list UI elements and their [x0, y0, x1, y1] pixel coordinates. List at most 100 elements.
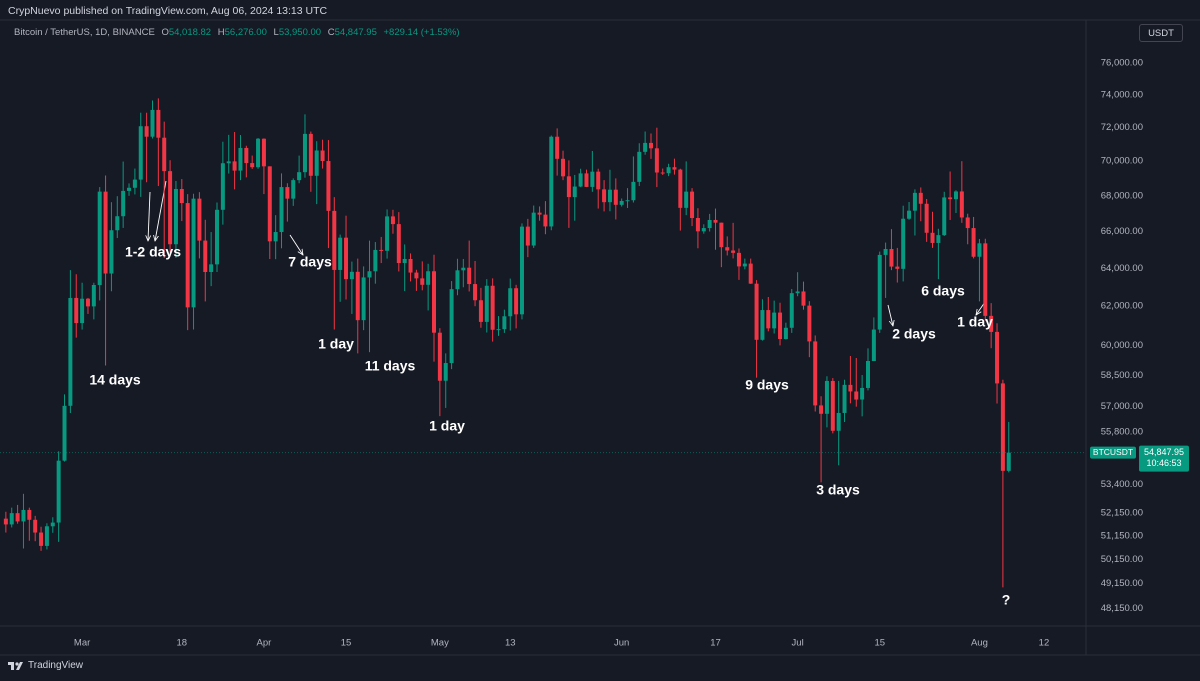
- candle-body: [596, 171, 601, 190]
- ohlc-value: 54,847.95: [334, 27, 377, 38]
- candle-body: [220, 163, 225, 210]
- candle-body: [695, 218, 700, 232]
- candle-body: [80, 298, 85, 324]
- candle-body: [449, 289, 454, 364]
- candle-body: [883, 249, 888, 255]
- candle-body: [977, 243, 982, 257]
- candle-body: [39, 532, 44, 546]
- y-tick-label: 50,150.00: [1101, 554, 1143, 565]
- candle-body: [490, 285, 495, 330]
- candle-body: [390, 216, 395, 225]
- candle-body: [267, 166, 272, 242]
- candle-body: [578, 173, 583, 187]
- candle-body: [426, 271, 431, 285]
- x-tick-label: 15: [874, 638, 885, 649]
- candle-body: [531, 212, 536, 246]
- x-tick-label: 13: [505, 638, 516, 649]
- candle-body: [965, 217, 970, 229]
- candle-body: [631, 181, 636, 201]
- candle-body: [813, 341, 818, 406]
- candle-body: [807, 305, 812, 342]
- currency-button[interactable]: USDT: [1139, 24, 1183, 42]
- y-tick-label: 55,800.00: [1101, 427, 1143, 438]
- candle-body: [836, 412, 841, 431]
- candle-body: [56, 460, 61, 523]
- ohlc-value: 54,018.82: [168, 27, 212, 38]
- candle-body: [420, 278, 425, 285]
- candle-body: [602, 189, 607, 203]
- candle-body: [156, 109, 161, 138]
- candle-body: [566, 176, 571, 198]
- annotation: ?: [1002, 592, 1011, 608]
- candle-body: [367, 271, 372, 278]
- candle-body: [819, 405, 824, 414]
- x-tick-label: Jun: [614, 638, 629, 649]
- y-tick-label: 74,000.00: [1101, 89, 1143, 100]
- candle-body: [385, 216, 390, 251]
- candle-body: [930, 232, 935, 243]
- candle-body: [989, 315, 994, 332]
- ohlc-key: O: [161, 27, 169, 38]
- candle-body: [660, 172, 665, 174]
- y-tick-label: 70,000.00: [1101, 156, 1143, 167]
- candle-body: [285, 187, 290, 199]
- candle-body: [508, 288, 513, 317]
- brand-name: TradingView: [28, 660, 84, 671]
- candle-body: [443, 363, 448, 381]
- ohlc-key: C: [327, 27, 335, 38]
- candle-body: [314, 150, 319, 176]
- candle-body: [666, 167, 671, 174]
- candle-body: [795, 291, 800, 294]
- candle-body: [519, 226, 524, 315]
- candle-body: [50, 522, 55, 527]
- candle-body: [144, 126, 149, 137]
- candle-body: [62, 405, 67, 461]
- candle-body: [948, 197, 953, 200]
- symbol-title: Bitcoin / TetherUS, 1D, BINANCE: [14, 27, 155, 38]
- candle-body: [824, 380, 829, 414]
- candle-body: [754, 283, 759, 340]
- price-tag-countdown: 10:46:53: [1146, 458, 1181, 468]
- symbol-legend: Bitcoin / TetherUS, 1D, BINANCE O54,018.…: [14, 27, 460, 38]
- candle-body: [736, 252, 741, 267]
- candle-body: [349, 271, 354, 280]
- candle-body: [912, 192, 917, 211]
- candle-body: [373, 249, 378, 272]
- candle-body: [162, 137, 167, 172]
- candle-body: [971, 228, 976, 257]
- candle-body: [901, 218, 906, 269]
- candle-body: [332, 210, 337, 270]
- candle-body: [44, 526, 49, 546]
- ohlc-value: 56,276.00: [224, 27, 267, 38]
- candle-body: [109, 230, 114, 274]
- candle-body: [789, 293, 794, 328]
- candle-body: [514, 288, 519, 315]
- annotation-arrows: [148, 180, 986, 326]
- candle-body: [778, 312, 783, 340]
- candle-body: [854, 391, 859, 400]
- annotation: 3 days: [816, 482, 860, 498]
- annotation: 14 days: [89, 372, 141, 388]
- candle-body: [408, 258, 413, 273]
- candle-body: [889, 249, 894, 267]
- candle-body: [619, 200, 624, 205]
- annotation: 1 day: [957, 314, 993, 330]
- candle-body: [502, 316, 507, 330]
- arrow: [289, 234, 303, 255]
- x-tick-label: Mar: [74, 638, 90, 649]
- candle-body: [326, 161, 331, 211]
- candle-body: [478, 300, 483, 322]
- candle-body: [437, 332, 442, 381]
- candle-body: [942, 197, 947, 236]
- candle-body: [1000, 383, 1005, 471]
- annotation: 2 days: [892, 326, 936, 342]
- candle-body: [690, 191, 695, 219]
- annotation: 1-2 days: [125, 244, 181, 260]
- publisher-line: CrypNuevo published on TradingView.com, …: [8, 5, 328, 17]
- candle-body: [842, 384, 847, 413]
- candle-body: [848, 384, 853, 392]
- y-tick-label: 72,000.00: [1101, 122, 1143, 133]
- candle-body: [637, 151, 642, 182]
- candle-body: [995, 331, 1000, 384]
